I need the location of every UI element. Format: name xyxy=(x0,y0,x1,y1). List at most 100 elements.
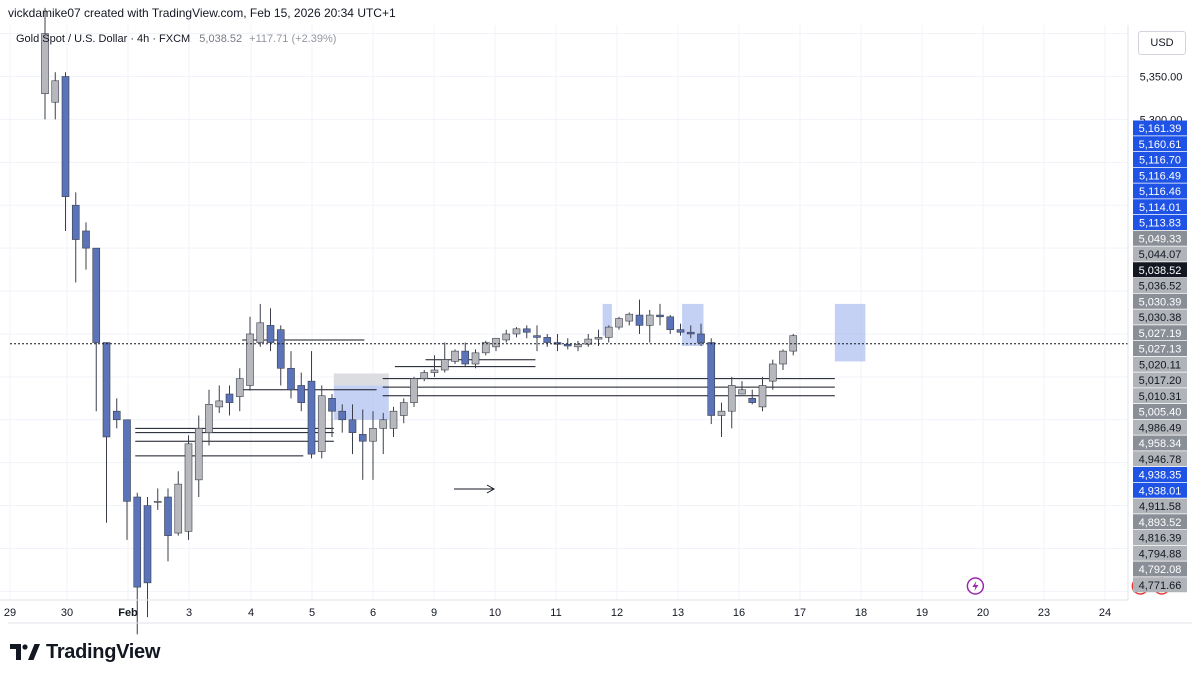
time-axis-tick: 30 xyxy=(61,607,73,619)
time-axis-tick: 20 xyxy=(977,607,989,619)
candle-body xyxy=(656,314,664,318)
price-label-bg xyxy=(1133,293,1187,309)
candle-body xyxy=(738,389,746,395)
time-axis-tick: 13 xyxy=(672,607,684,619)
time-axis-tick: 12 xyxy=(611,607,623,619)
candle-body xyxy=(102,342,111,438)
price-label: 5,010.31 xyxy=(1139,391,1182,403)
candle-body xyxy=(471,352,480,365)
arrow-drawing[interactable] xyxy=(454,484,496,494)
tradingview-brand[interactable]: TradingView xyxy=(10,640,160,664)
candle-body xyxy=(246,333,254,386)
candle-body xyxy=(41,33,49,94)
created-caption: vickdamike07 created with TradingView.co… xyxy=(8,6,396,20)
candle-body xyxy=(615,318,623,328)
candle-body xyxy=(389,410,398,429)
price-label: 5,114.01 xyxy=(1139,202,1181,214)
candle-body xyxy=(789,335,798,352)
candle-body xyxy=(328,398,336,412)
candle-body xyxy=(297,385,306,403)
price-label: 5,030.39 xyxy=(1139,296,1182,308)
time-axis-tick: 10 xyxy=(489,607,501,619)
price-label: 4,816.39 xyxy=(1139,533,1182,545)
candle-body xyxy=(768,363,777,382)
candle-body xyxy=(307,380,316,455)
time-axis-tick: 19 xyxy=(916,607,928,619)
price-label-bg xyxy=(1133,372,1187,388)
price-label: 4,911.58 xyxy=(1139,501,1181,513)
candle-body xyxy=(51,80,60,103)
price-label-bg xyxy=(1133,230,1187,246)
price-label: 4,794.88 xyxy=(1139,548,1182,560)
bolt-glyph-icon xyxy=(972,581,979,591)
candle-body xyxy=(61,76,70,197)
time-axis-tick: 4 xyxy=(248,607,254,619)
symbol-name: Gold Spot / U.S. Dollar · 4h · FXCM xyxy=(16,33,191,45)
time-axis-tick: 5 xyxy=(309,607,315,619)
price-label: 5,116.46 xyxy=(1139,186,1181,198)
time-axis[interactable]: 29 30 Feb 3 4 5 6 9 10 11 12 13 16 17 18 19 20 23 24 xyxy=(4,607,1111,619)
time-axis-tick: 3 xyxy=(186,607,192,619)
candle-body xyxy=(451,350,459,362)
time-axis-tick: 29 xyxy=(4,607,16,619)
price-label-bg xyxy=(1133,246,1187,262)
candle-body xyxy=(123,419,131,502)
chart-grid xyxy=(0,25,1128,600)
price-label-bg xyxy=(1133,215,1187,230)
price-label-bg xyxy=(1133,435,1187,451)
price-label-bg xyxy=(1133,152,1187,167)
candle-body xyxy=(379,419,388,429)
candle-body xyxy=(779,350,787,365)
range-box xyxy=(602,303,612,336)
price-axis-tick: 5,350.00 xyxy=(1140,71,1183,83)
candle-body xyxy=(584,338,593,345)
price-label: 5,020.11 xyxy=(1139,359,1181,371)
price-label-bg xyxy=(1133,183,1187,199)
time-axis-tick: 11 xyxy=(550,607,561,619)
candle-body xyxy=(276,329,285,369)
time-axis-tick: 17 xyxy=(794,607,806,619)
price-axis[interactable]: 5,350.005,300.005,161.395,160.615,116.70… xyxy=(1133,71,1187,593)
candle-body xyxy=(748,398,757,403)
price-label: 5,005.40 xyxy=(1139,407,1182,419)
candle-body xyxy=(112,410,121,421)
price-label-bg xyxy=(1133,561,1187,577)
price-label-bg xyxy=(1133,467,1187,482)
candle-body xyxy=(594,337,603,340)
price-label-bg xyxy=(1133,356,1187,372)
currency-button[interactable]: USD xyxy=(1138,31,1186,55)
candle-body xyxy=(645,314,654,326)
symbol-info[interactable]: Gold Spot / U.S. Dollar · 4h · FXCM 5,03… xyxy=(16,33,336,45)
candle-body xyxy=(225,393,234,403)
candle-body xyxy=(317,395,326,452)
candle-body xyxy=(205,404,213,433)
candle-body xyxy=(563,343,572,347)
price-label: 4,986.49 xyxy=(1139,422,1182,434)
price-label-bg xyxy=(1133,278,1187,293)
brand-name: TradingView xyxy=(46,640,161,663)
candle-body xyxy=(758,385,767,408)
time-axis-tick: 6 xyxy=(370,607,376,619)
price-label: 4,893.52 xyxy=(1139,517,1182,529)
symbol-price: 5,038.52 xyxy=(199,33,243,45)
candle-body xyxy=(92,247,101,343)
candle-body xyxy=(512,328,521,335)
time-axis-tick: 16 xyxy=(733,607,745,619)
candle-body xyxy=(338,410,347,421)
price-label: 4,938.35 xyxy=(1139,470,1182,482)
candle-body xyxy=(71,204,80,240)
price-label: 4,938.01 xyxy=(1139,485,1182,497)
price-label: 5,116.70 xyxy=(1139,155,1181,167)
candle-body xyxy=(502,333,511,341)
candle-body xyxy=(266,325,275,343)
candle-body xyxy=(399,402,408,416)
price-label: 4,958.34 xyxy=(1139,438,1182,450)
candle-body xyxy=(174,483,183,534)
candle-body xyxy=(481,342,490,354)
price-label-bg xyxy=(1133,577,1187,593)
candles xyxy=(41,7,798,635)
price-label-bg xyxy=(1133,482,1187,498)
candle-body xyxy=(215,400,224,408)
price-label: 4,946.78 xyxy=(1139,454,1182,466)
